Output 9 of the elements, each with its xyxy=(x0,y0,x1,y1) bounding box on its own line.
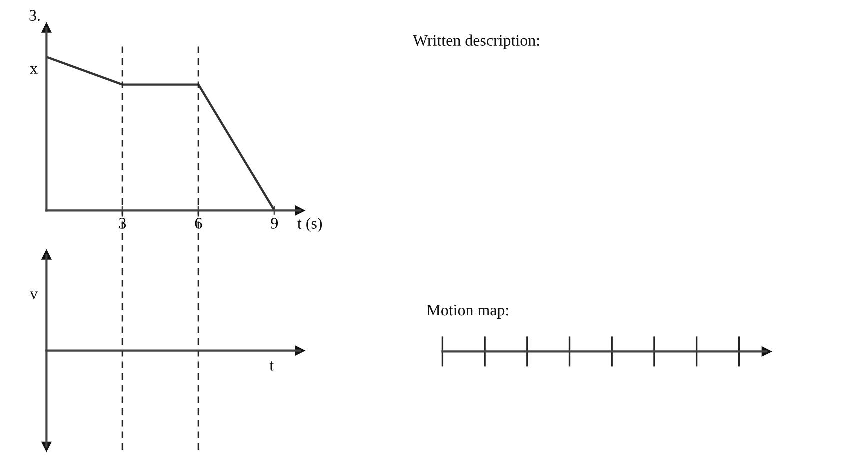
chart-title: 3. xyxy=(30,10,40,22)
text: Written description: xyxy=(413,34,540,50)
text: v xyxy=(30,292,38,300)
y-axis-title: x xyxy=(30,66,38,74)
text: t xyxy=(270,362,274,371)
text: Motion map: xyxy=(427,304,508,319)
x-tick-label: 9 xyxy=(271,218,278,229)
x-tick-label: 3 xyxy=(119,218,126,229)
x-axis-title: t (s) xyxy=(298,218,322,232)
